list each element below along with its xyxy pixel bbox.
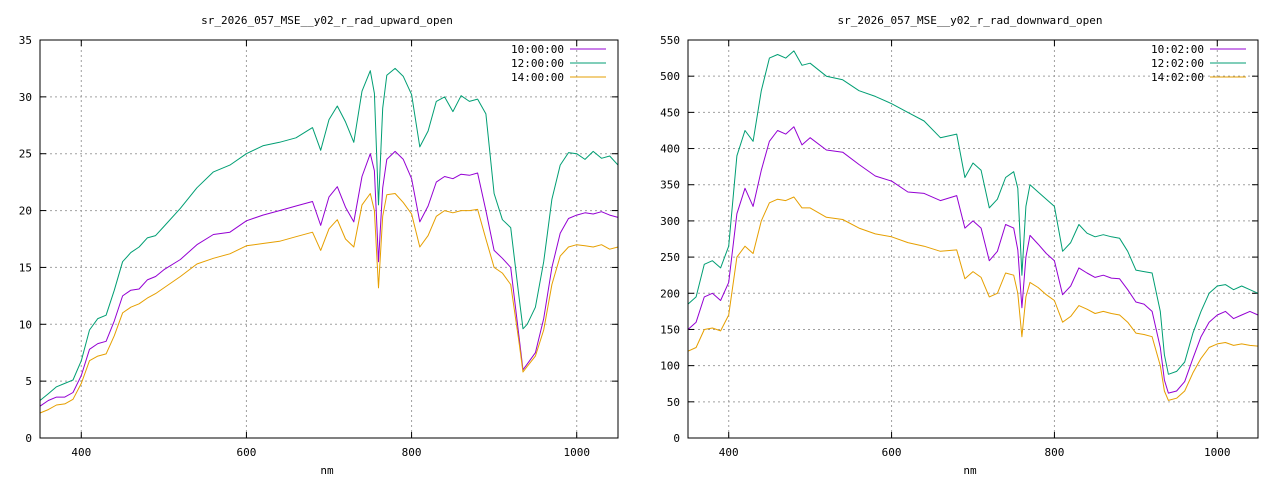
y-tick-label: 10 xyxy=(19,318,32,331)
y-tick-label: 300 xyxy=(660,215,680,228)
y-tick-label: 150 xyxy=(660,323,680,336)
legend-label: 10:00:00 xyxy=(511,43,564,56)
series-line-1 xyxy=(39,67,619,401)
chart-panel-downward: 0 50 100 150 200 250 300 350 400 450 500 550 400 600 8… xyxy=(640,0,1280,480)
y-tick-label: 100 xyxy=(660,360,680,373)
chart-title: sr_2026_057_MSE__y02_r_rad_upward_open xyxy=(201,14,453,27)
y-tick-label: 15 xyxy=(19,261,32,274)
y-tick-label: 200 xyxy=(660,287,680,300)
series-line-0 xyxy=(39,150,619,407)
y-tick-label: 20 xyxy=(19,205,32,218)
x-tick-label: 400 xyxy=(719,446,739,459)
y-tick-label: 250 xyxy=(660,251,680,264)
series-line-1 xyxy=(687,50,1259,375)
x-tick-label: 600 xyxy=(882,446,902,459)
y-tick-label: 25 xyxy=(19,148,32,161)
y-tick-label: 5 xyxy=(25,375,32,388)
plot-frame xyxy=(687,39,1259,439)
legend-label: 14:02:00 xyxy=(1151,71,1204,84)
x-tick-label: 1000 xyxy=(563,446,590,459)
chart-panel-upward: 0 5 10 15 20 25 30 35 400 600 800 1000 10:00:00 12:00… xyxy=(19,14,619,477)
legend-label: 10:02:00 xyxy=(1151,43,1204,56)
legend-label: 12:02:00 xyxy=(1151,57,1204,70)
chart-upward: 0 5 10 15 20 25 30 35 400 600 800 1000 10:00:0012:00… xyxy=(19,14,619,477)
legend-label: 14:00:00 xyxy=(511,71,564,84)
y-tick-label: 500 xyxy=(660,70,680,83)
x-tick-label: 1000 xyxy=(1204,446,1231,459)
y-tick-label: 400 xyxy=(660,143,680,156)
legend-label: 12:00:00 xyxy=(511,57,564,70)
series-line-2 xyxy=(687,196,1259,401)
x-tick-label: 400 xyxy=(71,446,91,459)
y-tick-label: 0 xyxy=(25,432,32,445)
x-axis-label: nm xyxy=(963,464,977,477)
y-tick-label: 450 xyxy=(660,106,680,119)
y-tick-label: 350 xyxy=(660,179,680,192)
x-axis-label: nm xyxy=(320,464,334,477)
y-tick-label: 0 xyxy=(673,432,680,445)
x-tick-label: 600 xyxy=(236,446,256,459)
chart-title: sr_2026_057_MSE__y02_r_rad_downward_open xyxy=(838,14,1103,27)
y-tick-label: 35 xyxy=(19,34,32,47)
y-tick-label: 550 xyxy=(660,34,680,47)
y-tick-label: 30 xyxy=(19,91,32,104)
series-line-2 xyxy=(39,193,619,414)
chart-downward: 0 50 100 150 200 250 300 350 400 450 500 550 400 600 8… xyxy=(660,14,1259,477)
y-tick-label: 50 xyxy=(667,396,680,409)
series-line-0 xyxy=(687,126,1259,394)
plot-frame xyxy=(39,39,619,439)
x-tick-label: 800 xyxy=(402,446,422,459)
x-tick-label: 800 xyxy=(1044,446,1064,459)
